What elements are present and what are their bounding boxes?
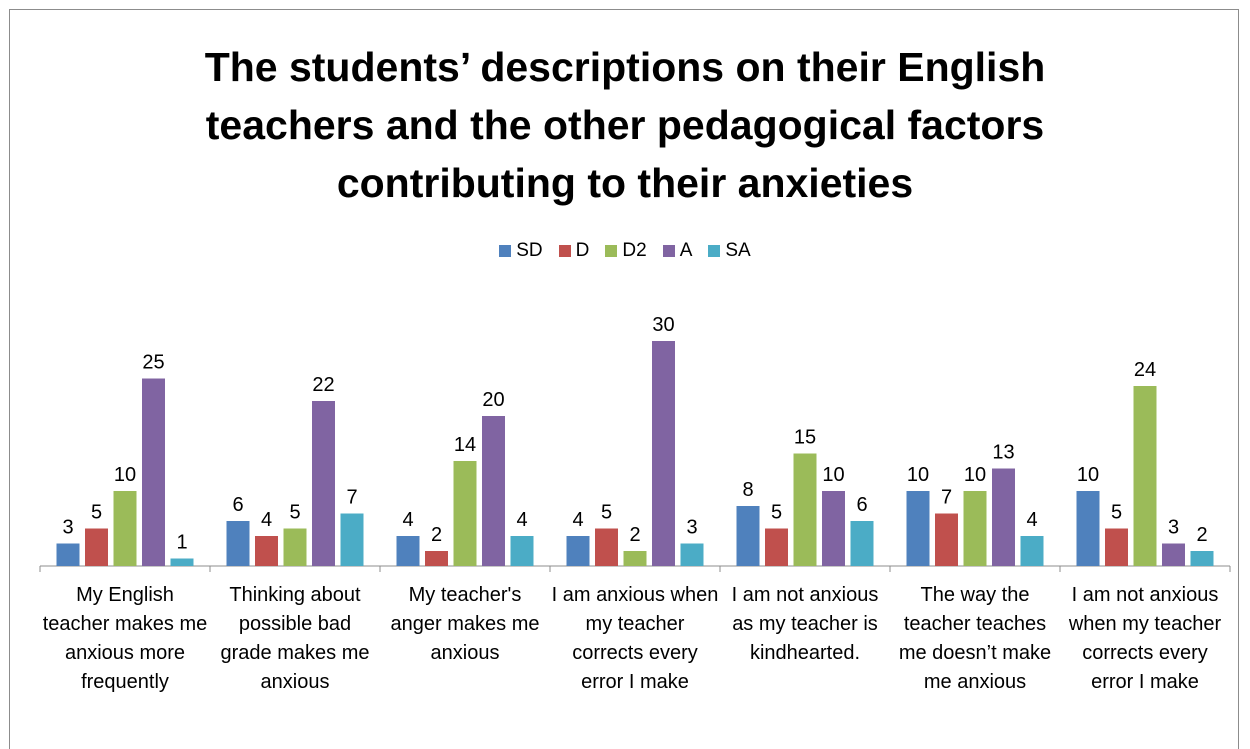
x-tick-label: I am not anxious as my teacher is kindhe… <box>731 584 879 664</box>
data-label: 2 <box>431 524 442 546</box>
legend: SD D D2 A SA <box>0 240 1250 262</box>
data-label: 8 <box>742 479 753 501</box>
data-label: 4 <box>516 509 527 531</box>
bar <box>113 491 137 566</box>
data-label: 5 <box>91 502 102 524</box>
legend-swatch <box>499 245 512 257</box>
bar <box>283 528 307 566</box>
data-label: 10 <box>1077 464 1099 486</box>
bar <box>1076 491 1100 566</box>
bar <box>170 558 194 566</box>
bar <box>312 401 335 566</box>
legend-item: D2 <box>605 240 647 262</box>
bar <box>963 491 987 566</box>
legend-swatch <box>662 245 675 257</box>
data-label: 5 <box>771 502 782 524</box>
bar <box>822 491 845 566</box>
bar <box>255 536 278 566</box>
bar <box>425 551 448 566</box>
data-label: 10 <box>114 464 136 486</box>
data-label: 5 <box>601 502 612 524</box>
data-label: 4 <box>1026 509 1037 531</box>
legend-label: A <box>679 240 693 261</box>
data-label: 10 <box>822 464 844 486</box>
data-label: 1 <box>176 532 187 554</box>
legend-item: A <box>662 240 693 262</box>
bar <box>453 461 477 566</box>
bar <box>906 491 930 566</box>
legend-label: SD <box>516 240 543 261</box>
x-tick-label: I am not anxious when my teacher correct… <box>1068 584 1222 693</box>
data-label: 5 <box>289 502 300 524</box>
data-label: 10 <box>907 464 929 486</box>
data-label: 6 <box>856 494 867 516</box>
data-label: 20 <box>482 389 504 411</box>
x-tick-label: Thinking about possible bad grade makes … <box>220 584 370 693</box>
bar <box>736 506 760 566</box>
bar <box>85 528 108 566</box>
data-label: 14 <box>454 434 476 456</box>
x-tick-label: My English teacher makes me anxious more… <box>42 584 208 693</box>
bar <box>56 543 80 566</box>
bar <box>340 513 364 566</box>
data-label: 30 <box>652 314 674 336</box>
bar <box>1190 551 1214 566</box>
bar <box>482 416 505 566</box>
data-label: 10 <box>964 464 986 486</box>
data-label: 4 <box>261 509 272 531</box>
bar <box>935 513 958 566</box>
x-tick-label: I am anxious when my teacher corrects ev… <box>551 584 719 693</box>
legend-label: SA <box>725 240 751 261</box>
data-label: 4 <box>572 509 583 531</box>
data-label: 5 <box>1111 502 1122 524</box>
data-label: 13 <box>992 442 1014 464</box>
data-label: 7 <box>346 487 357 509</box>
x-tick-label: My teacher's anger makes me anxious <box>390 584 540 664</box>
chart-frame <box>9 9 1239 749</box>
chart-title: The students’ descriptions on their Engl… <box>204 44 1046 206</box>
legend-label: D <box>575 240 590 261</box>
bar <box>680 543 704 566</box>
bar <box>595 528 618 566</box>
data-label: 22 <box>312 374 334 396</box>
bar <box>850 521 874 566</box>
bar <box>396 536 420 566</box>
data-label: 2 <box>629 524 640 546</box>
bar <box>510 536 534 566</box>
legend-item: SD <box>499 240 543 262</box>
data-label: 3 <box>62 517 73 539</box>
bar <box>793 453 817 566</box>
legend-swatch <box>708 245 721 257</box>
legend-swatch <box>605 245 618 257</box>
data-label: 25 <box>142 352 164 374</box>
legend-swatch <box>558 245 571 257</box>
bar <box>765 528 788 566</box>
data-label: 15 <box>794 427 816 449</box>
bar <box>566 536 590 566</box>
bar <box>1133 386 1157 566</box>
x-tick-label: The way the teacher teaches me doesn’t m… <box>898 584 1052 693</box>
bar <box>226 521 250 566</box>
data-label: 24 <box>1134 359 1156 381</box>
legend-item: SA <box>708 240 751 262</box>
legend-item: D <box>558 240 590 262</box>
bar <box>1105 528 1128 566</box>
bar <box>142 378 165 566</box>
bar <box>623 551 647 566</box>
bar <box>1162 543 1185 566</box>
bar <box>1020 536 1044 566</box>
data-label: 3 <box>686 517 697 539</box>
data-label: 6 <box>232 494 243 516</box>
data-label: 4 <box>402 509 413 531</box>
legend-label: D2 <box>622 240 647 261</box>
bar <box>652 341 675 566</box>
data-label: 7 <box>941 487 952 509</box>
bar <box>992 468 1015 566</box>
data-label: 2 <box>1196 524 1207 546</box>
data-label: 3 <box>1168 517 1179 539</box>
